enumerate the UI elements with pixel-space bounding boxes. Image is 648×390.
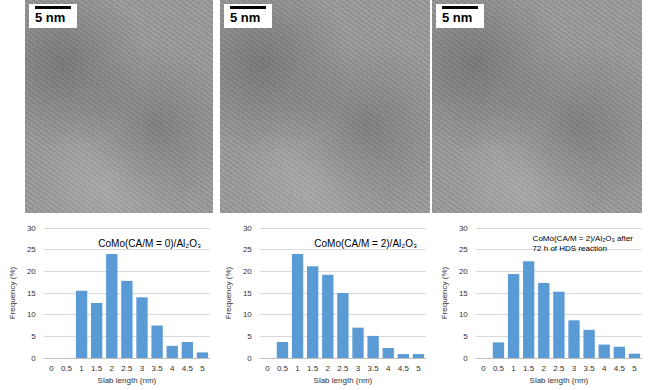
svg-text:15: 15 bbox=[27, 289, 36, 298]
svg-text:4.5: 4.5 bbox=[398, 364, 410, 373]
svg-text:72 h of HDS reaction: 72 h of HDS reaction bbox=[533, 244, 607, 253]
svg-text:2: 2 bbox=[542, 364, 547, 373]
svg-text:1.5: 1.5 bbox=[307, 364, 319, 373]
svg-text:1: 1 bbox=[511, 364, 516, 373]
svg-text:Slab length (nm): Slab length (nm) bbox=[314, 376, 373, 385]
svg-text:3.5: 3.5 bbox=[584, 364, 596, 373]
svg-text:3.5: 3.5 bbox=[152, 364, 164, 373]
svg-text:1: 1 bbox=[295, 364, 300, 373]
svg-text:3: 3 bbox=[356, 364, 361, 373]
svg-text:Slab length (nm): Slab length (nm) bbox=[98, 376, 157, 385]
svg-text:5: 5 bbox=[632, 364, 637, 373]
svg-text:2: 2 bbox=[110, 364, 115, 373]
svg-text:2: 2 bbox=[326, 364, 331, 373]
svg-text:Frequency (%): Frequency (%) bbox=[224, 266, 233, 319]
svg-text:0: 0 bbox=[463, 354, 468, 363]
svg-text:4.5: 4.5 bbox=[182, 364, 194, 373]
svg-text:25: 25 bbox=[459, 245, 468, 254]
svg-text:0.5: 0.5 bbox=[493, 364, 505, 373]
svg-text:15: 15 bbox=[459, 289, 468, 298]
svg-text:10: 10 bbox=[459, 310, 468, 319]
svg-text:CoMo(CA/M = 2)/Al₂O₃: CoMo(CA/M = 2)/Al₂O₃ bbox=[314, 238, 417, 249]
svg-text:5: 5 bbox=[463, 332, 468, 341]
svg-text:30: 30 bbox=[243, 224, 252, 233]
svg-text:10: 10 bbox=[243, 310, 252, 319]
svg-text:4.5: 4.5 bbox=[614, 364, 626, 373]
svg-text:30: 30 bbox=[27, 224, 36, 233]
svg-text:4: 4 bbox=[602, 364, 607, 373]
svg-text:25: 25 bbox=[243, 245, 252, 254]
svg-text:0: 0 bbox=[49, 364, 54, 373]
svg-text:0.5: 0.5 bbox=[277, 364, 289, 373]
svg-text:4: 4 bbox=[170, 364, 175, 373]
svg-text:30: 30 bbox=[459, 224, 468, 233]
svg-text:2.5: 2.5 bbox=[553, 364, 565, 373]
svg-text:1.5: 1.5 bbox=[91, 364, 103, 373]
html-text:5 nm: 5 nm bbox=[230, 10, 261, 25]
svg-text:CoMo(CA/M = 0)/Al₂O₃: CoMo(CA/M = 0)/Al₂O₃ bbox=[98, 238, 201, 249]
svg-text:CoMo(CA/M = 2)/Al₂O₃ after: CoMo(CA/M = 2)/Al₂O₃ after bbox=[533, 234, 634, 243]
svg-text:0: 0 bbox=[31, 354, 36, 363]
svg-text:Frequency (%): Frequency (%) bbox=[8, 266, 17, 319]
svg-text:3: 3 bbox=[140, 364, 145, 373]
html-text:5 nm: 5 nm bbox=[442, 10, 473, 25]
svg-text:Slab length (nm): Slab length (nm) bbox=[530, 376, 589, 385]
svg-text:10: 10 bbox=[27, 310, 36, 319]
svg-text:5: 5 bbox=[200, 364, 205, 373]
svg-text:5: 5 bbox=[247, 332, 252, 341]
svg-text:0: 0 bbox=[265, 364, 270, 373]
svg-text:1.5: 1.5 bbox=[523, 364, 535, 373]
svg-text:5: 5 bbox=[31, 332, 36, 341]
svg-text:Frequency (%): Frequency (%) bbox=[440, 266, 449, 319]
svg-text:5: 5 bbox=[416, 364, 421, 373]
svg-text:0: 0 bbox=[247, 354, 252, 363]
svg-text:2.5: 2.5 bbox=[121, 364, 133, 373]
svg-text:1: 1 bbox=[79, 364, 84, 373]
svg-text:2.5: 2.5 bbox=[337, 364, 349, 373]
svg-text:3.5: 3.5 bbox=[368, 364, 380, 373]
html-text:5 nm: 5 nm bbox=[35, 10, 66, 25]
svg-text:20: 20 bbox=[27, 267, 36, 276]
svg-text:4: 4 bbox=[386, 364, 391, 373]
svg-text:20: 20 bbox=[459, 267, 468, 276]
svg-text:20: 20 bbox=[243, 267, 252, 276]
svg-text:25: 25 bbox=[27, 245, 36, 254]
svg-text:3: 3 bbox=[572, 364, 577, 373]
svg-text:15: 15 bbox=[243, 289, 252, 298]
svg-text:0.5: 0.5 bbox=[61, 364, 73, 373]
svg-text:0: 0 bbox=[481, 364, 486, 373]
